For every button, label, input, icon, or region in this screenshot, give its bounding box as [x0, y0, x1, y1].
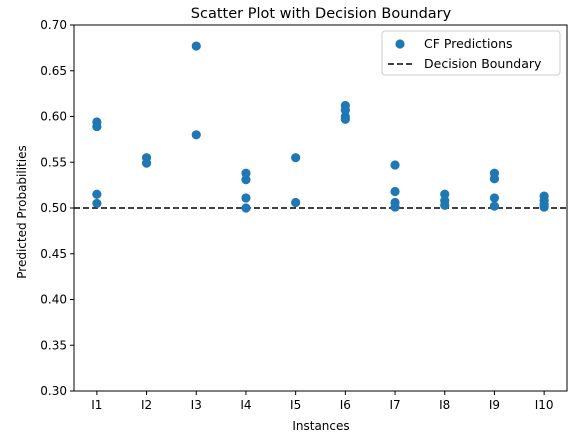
scatter-point: [241, 193, 251, 203]
y-tick-label: 0.55: [40, 155, 67, 169]
scatter-point: [241, 203, 251, 213]
scatter-point: [241, 175, 251, 185]
scatter-point: [241, 168, 251, 178]
scatter-point: [390, 202, 400, 212]
x-tick-label: I10: [535, 398, 554, 412]
x-axis-label: Instances: [292, 419, 349, 433]
chart-title: Scatter Plot with Decision Boundary: [191, 6, 452, 22]
y-tick-label: 0.65: [40, 64, 67, 78]
legend-marker-cf-predictions: [395, 39, 405, 49]
scatter-point: [489, 174, 500, 184]
x-tick-label: I9: [489, 398, 500, 412]
scatter-point: [440, 189, 450, 199]
scatter-point: [92, 189, 102, 199]
y-tick-label: 0.40: [40, 293, 67, 307]
scatter-point: [191, 41, 201, 51]
scatter-point: [291, 197, 301, 208]
legend: CF Predictions Decision Boundary: [381, 30, 561, 76]
x-tick-label: I4: [240, 398, 251, 412]
legend-label-cf-predictions: CF Predictions: [424, 36, 513, 51]
scatter-point: [489, 193, 500, 203]
scatter-point: [390, 160, 400, 170]
scatter-point: [539, 202, 549, 212]
scatter-point: [291, 153, 301, 163]
legend-box: [381, 30, 561, 76]
scatter-point: [92, 121, 102, 132]
x-tick-label: I8: [439, 398, 450, 412]
x-tick-label: I7: [389, 398, 400, 412]
scatter-point: [92, 198, 102, 209]
legend-label-decision-boundary: Decision Boundary: [424, 56, 542, 71]
scatter-point: [191, 130, 201, 140]
scatter-point: [390, 186, 400, 197]
scatter-point: [440, 200, 450, 210]
scatter-point: [340, 105, 350, 115]
x-tick-label: I2: [141, 398, 152, 412]
scatter-point: [141, 158, 152, 168]
scatter-point: [489, 201, 500, 211]
scatter-point: [340, 114, 350, 124]
y-tick-label: 0.45: [40, 247, 67, 261]
y-tick-label: 0.35: [40, 338, 67, 352]
x-tick-label: I5: [290, 398, 301, 412]
x-tick-label: I6: [340, 398, 351, 412]
y-axis-label: Predicted Probabilities: [15, 145, 29, 278]
x-tick-label: I1: [91, 398, 102, 412]
plot-area: 0.30 0.35 0.40 0.45 0.50 0.55 0.60 0.65 0.70 I1 I2…: [40, 18, 568, 412]
y-tick-label: 0.60: [40, 110, 67, 124]
y-tick-label: 0.50: [40, 201, 67, 215]
y-tick-label: 0.30: [40, 384, 67, 398]
y-tick-label: 0.70: [40, 18, 67, 32]
x-tick-label: I3: [191, 398, 202, 412]
